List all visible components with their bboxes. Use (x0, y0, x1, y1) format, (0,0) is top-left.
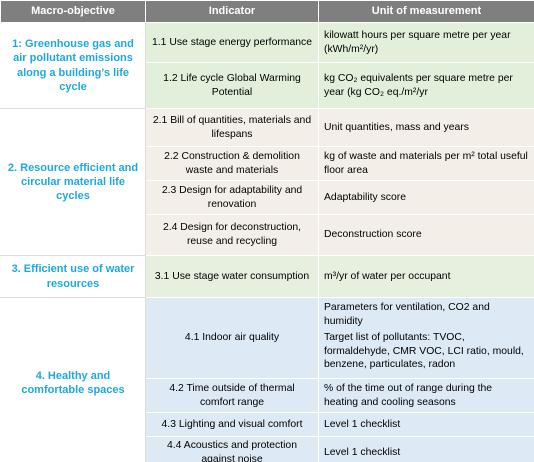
unit-line: Target list of pollutants: TVOC, formald… (324, 332, 524, 371)
unit-of-measurement: Unit quantities, mass and years (318, 108, 534, 147)
indicator: 4.2 Time outside of thermal comfort rang… (145, 378, 319, 413)
table-row: 4. Healthy and comfortable spaces 4.1 Ind… (0, 296, 534, 462)
header-cell: Macro-objective (0, 0, 146, 23)
indicator: 2.1 Bill of quantities, materials and li… (145, 108, 319, 147)
macro-objective: 3. Efficient use of water resources (0, 255, 146, 298)
header-cell: Indicator (145, 0, 319, 23)
macro-objective: 4. Healthy and comfortable spaces (0, 296, 146, 462)
table-row: 4.4 Acoustics and protection against noi… (1, 435, 534, 462)
table-row: 3. Efficient use of water resources 3.1 U… (0, 255, 534, 298)
unit-of-measurement: kg of waste and materials per m² total u… (318, 146, 534, 181)
indicator: 4.4 Acoustics and protection against noi… (145, 435, 319, 462)
unit-of-measurement: % of the time out of range during the he… (318, 378, 534, 413)
macro-objective: 1: Greenhouse gas and air pollutant emis… (0, 22, 146, 109)
table-row: 1.2 Life cycle Global Warming Potential k… (1, 62, 534, 109)
indicator: 2.3 Design for adaptability and renovati… (145, 180, 319, 215)
indicator: 2.4 Design for deconstruction, reuse and… (145, 214, 319, 256)
unit-of-measurement: Level 1 checklist (318, 435, 534, 462)
table-row: 2.4 Design for deconstruction, reuse and… (1, 214, 534, 256)
indicator: 2.2 Construction & demolition waste and … (145, 146, 319, 181)
unit-of-measurement: Adaptability score (318, 180, 534, 215)
indicator: 4.1 Indoor air quality (145, 297, 319, 379)
table-row: 1: Greenhouse gas and air pollutant emis… (0, 22, 534, 109)
unit-of-measurement: kg CO₂ equivalents per square metre per … (318, 62, 534, 109)
header-cell: Unit of measurement (318, 0, 534, 23)
table-row: 2.2 Construction & demolition waste and … (1, 146, 534, 181)
macro-objective: 2. Resource efficient and circular mater… (0, 108, 146, 256)
table-row: 4.3 Lighting and visual comfort Level 1 c… (1, 412, 534, 437)
header-row: Macro-objective Indicator Unit of measurem… (0, 0, 534, 23)
table-row: 2.3 Design for adaptability and renovati… (1, 180, 534, 215)
indicator: 1.2 Life cycle Global Warming Potential (145, 62, 319, 109)
indicator: 4.3 Lighting and visual comfort (145, 412, 319, 437)
table-row: 2. Resource efficient and circular mater… (0, 108, 534, 256)
unit-of-measurement: kilowatt hours per square metre per year… (318, 22, 534, 63)
unit-of-measurement: m³/yr of water per occupant (318, 255, 534, 298)
indicator: 1.1 Use stage energy performance (145, 22, 319, 63)
table-row: 4.2 Time outside of thermal comfort rang… (1, 378, 534, 413)
unit-of-measurement: Parameters for ventilation, CO2 and humi… (318, 297, 534, 379)
unit-of-measurement: Level 1 checklist (318, 412, 534, 437)
indicator: 3.1 Use stage water consumption (145, 255, 319, 298)
unit-line: Parameters for ventilation, CO2 and humi… (324, 302, 490, 327)
unit-of-measurement: Deconstruction score (318, 214, 534, 256)
